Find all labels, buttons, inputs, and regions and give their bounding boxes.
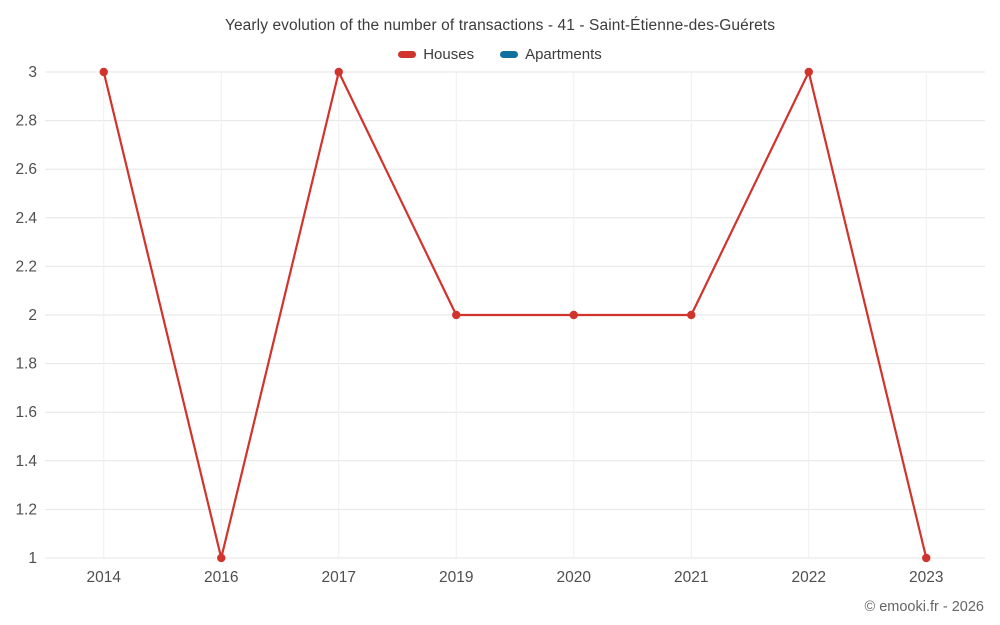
y-tick-label: 1 xyxy=(28,550,37,567)
data-point-marker[interactable] xyxy=(922,553,931,563)
x-tick-label: 2023 xyxy=(909,569,943,586)
y-tick-label: 2 xyxy=(28,307,37,324)
data-point-marker[interactable] xyxy=(334,67,343,77)
x-tick-label: 2016 xyxy=(204,569,238,586)
chart-title: Yearly evolution of the number of transa… xyxy=(224,17,776,34)
x-tick-label: 2021 xyxy=(674,569,708,586)
x-tick-label: 2014 xyxy=(87,569,122,586)
data-point-marker[interactable] xyxy=(452,310,461,320)
y-tick-label: 3 xyxy=(28,64,37,81)
legend-item-apartments[interactable]: Apartments xyxy=(500,46,602,63)
y-tick-label: 1.8 xyxy=(15,356,37,373)
y-tick-label: 2.8 xyxy=(15,113,37,130)
legend-label-apartments: Apartments xyxy=(525,46,602,63)
x-tick-label: 2020 xyxy=(557,569,592,586)
x-tick-label: 2017 xyxy=(322,569,356,586)
y-tick-label: 2.4 xyxy=(15,210,37,227)
credit-text: © emooki.fr - 2026 xyxy=(864,599,984,615)
data-point-marker[interactable] xyxy=(804,67,813,77)
legend-item-houses[interactable]: Houses xyxy=(398,46,474,63)
legend: Houses Apartments xyxy=(0,46,1000,63)
y-tick-label: 2.2 xyxy=(15,258,37,275)
y-tick-label: 1.6 xyxy=(15,404,37,421)
x-tick-label: 2019 xyxy=(439,569,473,586)
y-tick-label: 1.2 xyxy=(15,501,37,518)
y-tick-label: 1.4 xyxy=(15,453,37,470)
data-point-marker[interactable] xyxy=(99,67,108,77)
legend-label-houses: Houses xyxy=(423,46,475,63)
legend-swatch-houses-icon xyxy=(398,51,417,58)
legend-swatch-apartments-icon xyxy=(500,51,519,58)
data-point-marker[interactable] xyxy=(569,310,578,320)
data-point-marker[interactable] xyxy=(217,553,226,563)
data-point-marker[interactable] xyxy=(687,310,696,320)
series-line-houses xyxy=(102,70,928,560)
y-tick-label: 2.6 xyxy=(15,161,37,178)
x-tick-label: 2022 xyxy=(792,569,826,586)
